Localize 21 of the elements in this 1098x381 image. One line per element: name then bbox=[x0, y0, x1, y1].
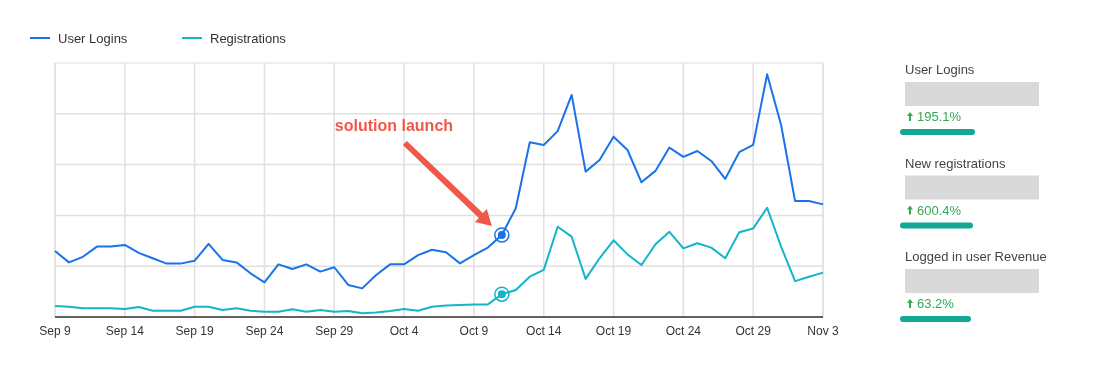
x-tick-label: Sep 29 bbox=[315, 324, 354, 338]
text: 600.4% bbox=[917, 202, 962, 218]
x-tick-label: Oct 14 bbox=[526, 324, 562, 338]
text: New registrations bbox=[905, 155, 1006, 171]
x-tick-label: Oct 9 bbox=[459, 324, 489, 338]
x-tick-label: Oct 29 bbox=[735, 324, 772, 338]
x-tick-label: Oct 4 bbox=[389, 324, 419, 338]
x-tick-label: Sep 24 bbox=[245, 324, 284, 338]
x-tick-label: Oct 24 bbox=[665, 324, 702, 338]
text: 195.1% bbox=[917, 109, 962, 124]
x-tick-label: Sep 9 bbox=[39, 324, 72, 338]
text: User Logins bbox=[905, 62, 975, 77]
x-tick-label: Sep 14 bbox=[105, 324, 145, 338]
text: Logged in user Revenue bbox=[905, 249, 1047, 264]
x-tick-label: Nov 3 bbox=[807, 324, 839, 338]
x-tick-label: Sep 19 bbox=[175, 324, 214, 338]
legend-label: User Logins bbox=[58, 30, 128, 46]
annotation: solution launch bbox=[334, 116, 454, 134]
text: 63.2% bbox=[917, 296, 955, 311]
legend-label: Registrations bbox=[210, 30, 287, 46]
x-tick-label: Oct 19 bbox=[595, 324, 632, 338]
